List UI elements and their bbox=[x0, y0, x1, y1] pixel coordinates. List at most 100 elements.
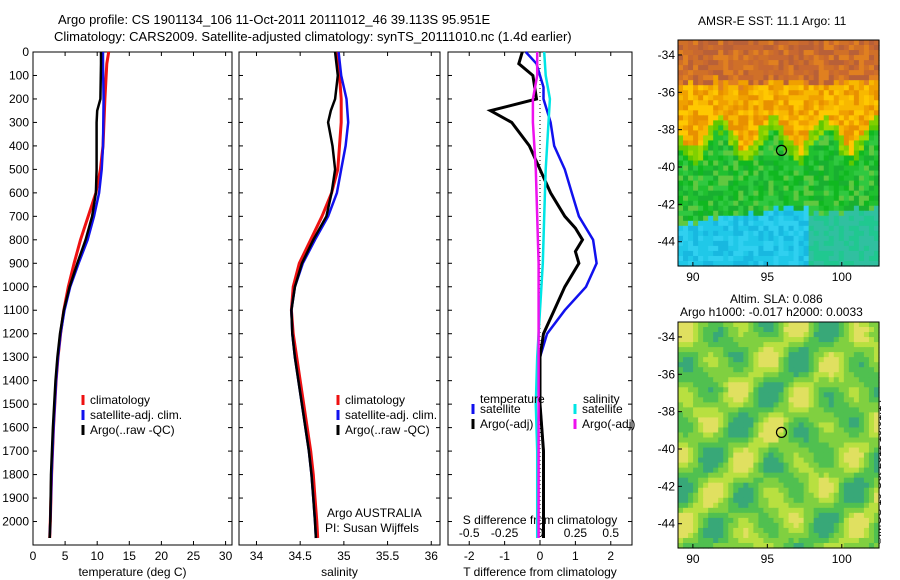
heatmap-cell bbox=[723, 362, 729, 368]
heatmap-cell bbox=[798, 387, 805, 393]
series-line-climatology bbox=[289, 51, 343, 539]
heatmap-cell bbox=[868, 220, 875, 227]
heatmap-cell bbox=[853, 527, 860, 534]
heatmap-cell bbox=[783, 367, 790, 373]
heatmap-cell bbox=[833, 357, 840, 363]
heatmap-cell bbox=[723, 452, 729, 459]
heatmap-cell bbox=[703, 240, 709, 247]
heatmap-cell bbox=[738, 110, 744, 116]
heatmap-cell bbox=[853, 407, 860, 413]
heatmap-cell bbox=[753, 367, 760, 373]
heatmap-cell bbox=[748, 402, 754, 408]
heatmap-cell bbox=[743, 125, 749, 131]
heatmap-cell bbox=[773, 205, 780, 212]
heatmap-cell bbox=[698, 125, 704, 131]
heatmap-cell bbox=[848, 245, 855, 252]
heatmap-cell bbox=[798, 392, 805, 398]
heatmap-cell bbox=[728, 417, 734, 424]
heatmap-cell bbox=[773, 487, 780, 494]
heatmap-cell bbox=[753, 402, 760, 408]
heatmap-cell bbox=[868, 407, 875, 413]
heatmap-cell bbox=[678, 377, 684, 383]
heatmap-cell bbox=[823, 150, 830, 157]
heatmap-cell bbox=[803, 337, 810, 343]
heatmap-cell bbox=[833, 80, 840, 86]
heatmap-cell bbox=[818, 422, 825, 429]
heatmap-cell bbox=[783, 225, 790, 232]
heatmap-cell bbox=[833, 512, 840, 519]
heatmap-cell bbox=[753, 507, 760, 514]
heatmap-cell bbox=[738, 377, 744, 383]
heatmap-cell bbox=[793, 407, 800, 413]
heatmap-cell bbox=[773, 402, 780, 408]
heatmap-cell bbox=[678, 85, 684, 91]
heatmap-cell bbox=[683, 512, 689, 519]
heatmap-cell bbox=[813, 437, 820, 444]
heatmap-cell bbox=[758, 150, 765, 157]
heatmap-cell bbox=[738, 245, 744, 252]
heatmap-cell bbox=[768, 50, 775, 56]
heatmap-cell bbox=[863, 362, 870, 368]
heatmap-cell bbox=[793, 537, 800, 544]
heatmap-cell bbox=[748, 190, 754, 197]
heatmap-cell bbox=[813, 50, 820, 56]
heatmap-cell bbox=[693, 502, 699, 509]
heatmap-cell bbox=[828, 60, 835, 66]
heatmap-cell bbox=[853, 160, 860, 167]
heatmap-cell bbox=[793, 377, 800, 383]
heatmap-cell bbox=[703, 397, 709, 403]
heatmap-cell bbox=[798, 70, 805, 76]
heatmap-cell bbox=[713, 397, 719, 403]
heatmap-cell bbox=[688, 70, 694, 76]
heatmap-cell bbox=[813, 245, 820, 252]
heatmap-cell bbox=[748, 135, 754, 142]
heatmap-cell bbox=[858, 260, 865, 267]
heatmap-cell bbox=[823, 387, 830, 393]
heatmap-cell bbox=[773, 255, 780, 262]
heatmap-cell bbox=[848, 140, 855, 147]
heatmap-cell bbox=[728, 532, 734, 539]
heatmap-cell bbox=[678, 215, 684, 222]
heatmap-cell bbox=[703, 215, 709, 222]
heatmap-cell bbox=[743, 362, 749, 368]
heatmap-cell bbox=[763, 165, 770, 172]
x-tick-label: -2 bbox=[464, 549, 475, 563]
series-line-salinity-argo bbox=[531, 52, 540, 538]
heatmap-cell bbox=[683, 45, 689, 51]
heatmap-cell bbox=[813, 110, 820, 116]
heatmap-cell bbox=[688, 195, 694, 202]
heatmap-cell bbox=[803, 160, 810, 167]
heatmap-cell bbox=[848, 85, 855, 91]
heatmap-cell bbox=[703, 80, 709, 86]
heatmap-cell bbox=[698, 407, 704, 413]
heatmap-cell bbox=[788, 502, 795, 509]
heatmap-cell bbox=[803, 497, 810, 504]
heatmap-cell bbox=[778, 250, 785, 257]
heatmap-cell bbox=[773, 537, 780, 544]
heatmap-cell bbox=[823, 532, 830, 539]
heatmap-cell bbox=[723, 472, 729, 479]
heatmap-cell bbox=[778, 85, 785, 91]
heatmap-cell bbox=[718, 532, 724, 539]
heatmap-cell bbox=[818, 517, 825, 524]
heatmap-cell bbox=[718, 90, 724, 96]
heatmap-cell bbox=[763, 367, 770, 373]
heatmap-cell bbox=[873, 90, 880, 96]
heatmap-cell bbox=[788, 90, 795, 96]
heatmap-cell bbox=[843, 95, 850, 101]
heatmap-cell bbox=[693, 100, 699, 106]
heatmap-cell bbox=[758, 437, 765, 444]
heatmap-cell bbox=[698, 70, 704, 76]
heatmap-cell bbox=[823, 85, 830, 91]
heatmap-cell bbox=[853, 432, 860, 439]
heatmap-cell bbox=[843, 165, 850, 172]
heatmap-cell bbox=[698, 397, 704, 403]
heatmap-cell bbox=[758, 502, 765, 509]
heatmap-cell bbox=[753, 45, 760, 51]
heatmap-cell bbox=[733, 185, 739, 192]
heatmap-cell bbox=[743, 55, 749, 61]
heatmap-cell bbox=[858, 205, 865, 212]
heatmap-cell bbox=[728, 497, 734, 504]
heatmap-cell bbox=[708, 75, 714, 81]
heatmap-cell bbox=[713, 487, 719, 494]
